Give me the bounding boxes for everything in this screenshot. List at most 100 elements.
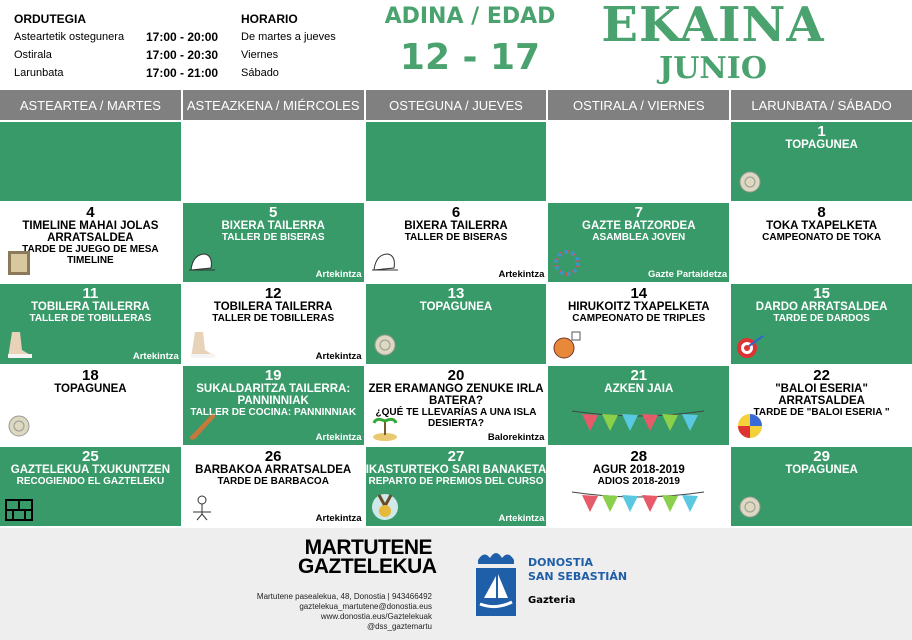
program-tag: Artekintza — [315, 269, 362, 281]
brand-line: GAZTELEKUA — [298, 555, 437, 578]
weekday-label: OSTEGUNA / JUEVES — [365, 90, 547, 120]
city-name-es: SAN SEBASTIÁN — [528, 570, 628, 583]
day-number: 21 — [630, 366, 648, 384]
activity-subtitle: TALLER DE COCINA: PANNINNIAK — [190, 406, 357, 418]
day-number: 11 — [82, 285, 99, 303]
basketball-icon — [553, 331, 581, 359]
activity-title: IKASTURTEKO SARI BANAKETA — [365, 463, 547, 476]
program-tag: Artekintza — [315, 431, 362, 443]
schedule-title-eu: ORDUTEGIA — [14, 12, 86, 26]
activity-title: TOPAGUNEA — [785, 463, 858, 476]
month-eu: EKAINA — [601, 0, 825, 53]
day-number: 20 — [447, 366, 465, 384]
activity-title: DARDO ARRATSALDEA — [755, 301, 888, 314]
day-cell-25: 25 GAZTELEKUA TXUKUNTZEN RECOGIENDO EL G… — [0, 446, 181, 526]
activity-subtitle: TARDE DE DARDOS — [773, 313, 870, 325]
day-cell-28: 28 AGUR 2018-2019 ADIOS 2018-2019 — [548, 446, 730, 526]
day-cell-21: 21 AZKEN JAIA — [548, 365, 730, 445]
weekday-label: ASTEARTEA / MARTES — [0, 90, 181, 120]
activity-subtitle: TARDE DE BARBACOA — [217, 475, 329, 487]
activity-title: AGUR 2018-2019 — [592, 463, 685, 476]
activity-subtitle: TALLER DE BISERAS — [404, 232, 508, 244]
activity-title: GAZTELEKUA TXUKUNTZEN — [10, 463, 171, 476]
activity-title: BARBAKOA ARRATSALDEA — [195, 463, 352, 476]
day-cell-7: 7 GAZTE BATZORDEA ASAMBLEA JOVEN Gazte P… — [548, 203, 730, 283]
program-tag: Artekintza — [315, 350, 362, 362]
board-game-icon — [8, 251, 30, 276]
weekday-label: ASTEAZKENA / MIÉRCOLES — [182, 90, 364, 120]
day-number: 25 — [82, 447, 99, 465]
activity-title: ZER ERAMANGO ZENUKE IRLA BATERA? — [368, 382, 544, 407]
schedule: ORDUTEGIA HORARIO Asteartetik ostegunera 1… — [14, 10, 336, 82]
anklet-icon — [8, 331, 32, 358]
day-cell-15: 15 DARDO ARRATSALDEA TARDE DE DARDOS — [731, 284, 912, 364]
activity-subtitle: TARDE DE JUEGO DE MESA TIMELINE — [22, 244, 159, 267]
activity-title: TOBILERA TAILERRA — [31, 301, 150, 314]
activity-subtitle: TALLER DE TOBILLERAS — [29, 313, 152, 325]
day-number: 22 — [813, 366, 830, 384]
empty-day-cell — [548, 122, 730, 202]
activity-subtitle: REPARTO DE PREMIOS DEL CURSO — [368, 475, 544, 487]
activity-subtitle: TALLER DE BISERAS — [221, 232, 325, 244]
day-number: 26 — [264, 447, 282, 465]
empty-day-cell — [365, 122, 547, 202]
activity-subtitle: ASAMBLEA JOVEN — [592, 232, 686, 244]
age-range: ADINA / EDAD 12 - 17 — [372, 4, 568, 80]
island-icon — [372, 417, 398, 441]
schedule-day: Larunbata — [14, 67, 64, 79]
website: www.donostia.eus/Gaztelekuak — [320, 612, 432, 621]
city-name: DONOSTIA SAN SEBASTIÁN — [528, 556, 627, 584]
schedule-day: Ostirala — [14, 49, 52, 61]
day-cell-18: 18 TOPAGUNEA — [0, 365, 181, 445]
dreamcatcher-icon — [374, 334, 396, 356]
schedule-day-es: Viernes — [241, 49, 279, 61]
blocks-icon — [5, 498, 33, 521]
day-cell-5: 5 BIXERA TAILERRA TALLER DE BISERAS Arte… — [182, 203, 364, 283]
activity-title: TOPAGUNEA — [785, 139, 858, 151]
activity-subtitle: CAMPEONATO DE TOKA — [762, 232, 882, 244]
barbecue-icon — [192, 495, 211, 521]
activity-subtitle: CAMPEONATO DE TRIPLES — [572, 313, 706, 325]
day-cell-29: 29 TOPAGUNEA — [731, 446, 912, 526]
social-handle: @dss_gaztemartu — [366, 622, 432, 631]
activity-title: TOPAGUNEA — [54, 382, 127, 395]
darts-icon — [737, 334, 764, 358]
day-cell-12: 12 TOBILERA TAILERRA TALLER DE TOBILLERA… — [182, 284, 364, 364]
day-number: 4 — [86, 204, 95, 222]
footer: MARTUTENE GAZTELEKUA Martutene pasealekua… — [0, 528, 912, 640]
address: Martutene pasealekua, 48, Donostia | 943… — [256, 592, 432, 601]
cap-icon — [371, 253, 398, 271]
day-number: 19 — [264, 366, 282, 384]
day-number: 5 — [269, 204, 278, 222]
ball-icon — [738, 413, 763, 438]
day-number: 1 — [817, 123, 826, 140]
day-number: 18 — [82, 366, 99, 384]
calendar-grid: 1 TOPAGUNEA 4 TIMELINE MAHAI JOLAS ARRAT… — [0, 122, 912, 526]
contact-info: Martutene pasealekua, 48, Donostia | 943… — [200, 592, 432, 632]
schedule-day: Asteartetik ostegunera — [14, 31, 125, 43]
cap-icon — [188, 253, 215, 271]
medal-icon — [371, 493, 398, 520]
program-tag: Artekintza — [498, 512, 545, 524]
day-cell-11: 11 TOBILERA TAILERRA TALLER DE TOBILLERA… — [0, 284, 181, 364]
day-cell-8: 8 TOKA TXAPELKETA CAMPEONATO DE TOKA — [731, 203, 912, 283]
day-number: 12 — [264, 285, 282, 303]
program-tag: Gazte Partaidetza — [647, 269, 728, 281]
weekday-label: LARUNBATA / SÁBADO — [731, 90, 912, 120]
empty-day-cell — [182, 122, 364, 202]
activity-subtitle: ADIOS 2018-2019 — [597, 475, 680, 487]
activity-title: TOKA TXAPELKETA — [766, 220, 878, 233]
weekday-header: ASTEARTEA / MARTES ASTEAZKENA / MIÉRCOLES… — [0, 90, 912, 120]
schedule-title-es: HORARIO — [241, 12, 298, 26]
dreamcatcher-icon — [739, 171, 761, 193]
brand-line: MARTUTENE — [304, 536, 433, 559]
schedule-time: 17:00 - 20:30 — [146, 48, 219, 62]
day-cell-19: 19 SUKALDARITZA TAILERRA: PANNINNIAK TAL… — [182, 365, 364, 445]
day-cell-27: 27 IKASTURTEKO SARI BANAKETA REPARTO DE … — [365, 446, 547, 526]
day-cell-22: 22 "BALOI ESERIA" ARRATSALDEA TARDE DE "… — [731, 365, 912, 445]
schedule-day-es: De martes a jueves — [241, 31, 336, 43]
activity-subtitle: TARDE DE "BALOI ESERIA " — [753, 406, 890, 418]
day-number: 13 — [447, 285, 465, 303]
city-name-eu: DONOSTIA — [528, 556, 594, 569]
program-tag: Artekintza — [315, 512, 362, 524]
